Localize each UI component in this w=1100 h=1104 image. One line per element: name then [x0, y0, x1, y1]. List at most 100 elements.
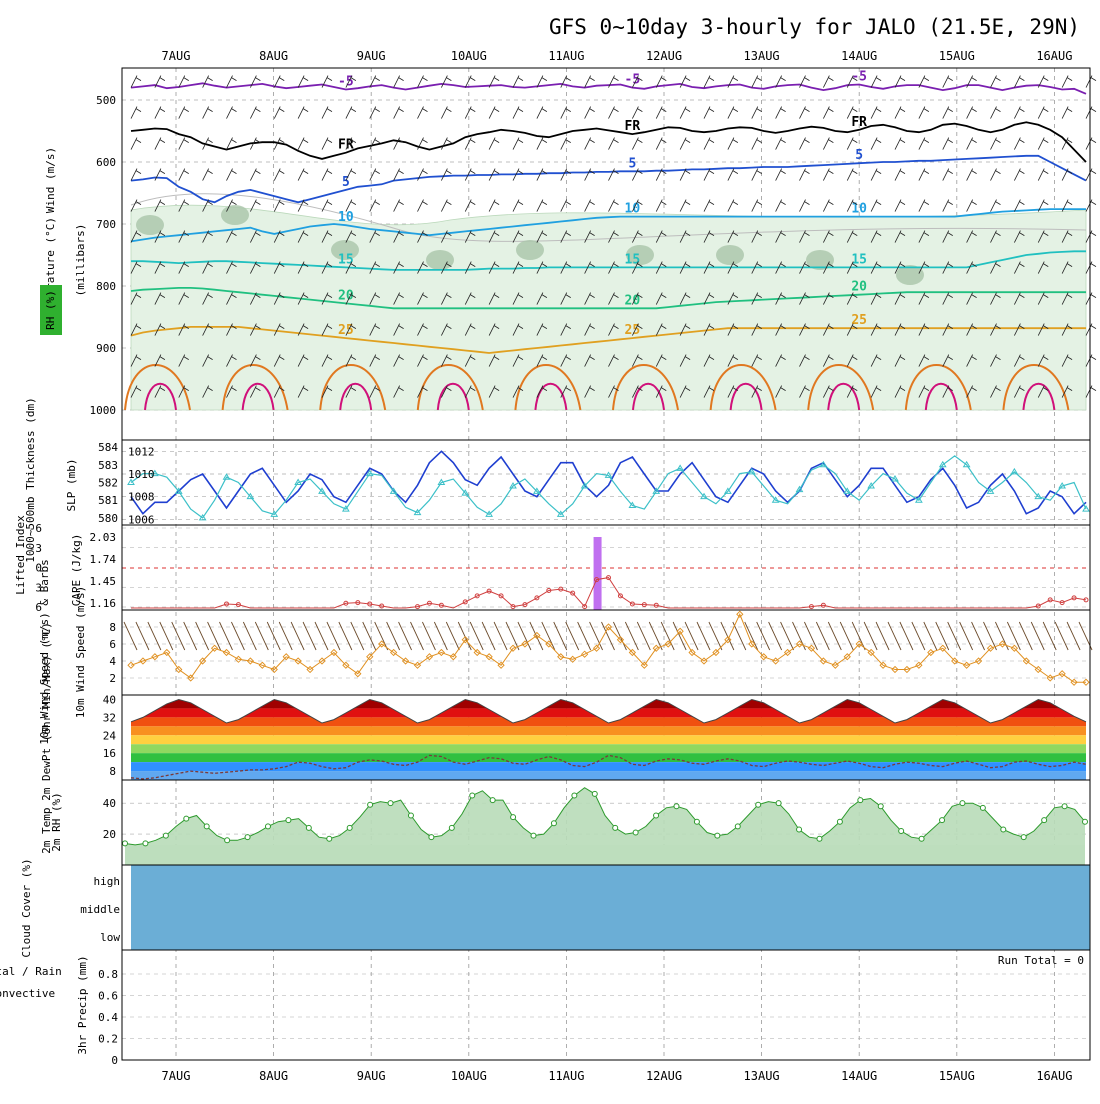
wind-barb	[823, 323, 834, 336]
wind-barb	[679, 199, 691, 212]
wind-barb	[1014, 75, 1025, 88]
li-point	[617, 593, 623, 599]
wind-barb	[918, 137, 930, 150]
wind-barb	[727, 354, 739, 367]
thickness-point	[700, 492, 708, 500]
isotherm-label: 5	[628, 156, 636, 171]
surface-wind-barb	[696, 621, 711, 651]
wind-barb	[751, 292, 762, 305]
rh-point	[898, 828, 905, 834]
wind-barb	[273, 292, 285, 305]
thickness-point	[986, 487, 995, 494]
wind-barb	[488, 168, 500, 181]
wind-barb	[273, 230, 285, 243]
thickness-point	[891, 474, 899, 482]
thickness-point	[580, 482, 589, 489]
li-line	[131, 577, 1087, 609]
wind-barb	[655, 323, 667, 336]
wind-speed-point	[604, 623, 613, 631]
thickness-point	[246, 492, 255, 500]
wind-barb	[751, 323, 762, 336]
isotherm-label: -5	[851, 70, 867, 85]
wind-barb	[608, 137, 619, 150]
wind-barb	[536, 385, 548, 398]
isotherm-surface	[514, 364, 582, 411]
rh-point	[755, 801, 762, 808]
isotherm-surface-hot	[436, 382, 470, 411]
wind-speed-point	[187, 674, 195, 682]
pressure-tick: 500	[96, 94, 116, 107]
wind-barb	[703, 261, 715, 274]
isotherm-surface	[612, 364, 679, 411]
surface-wind-barb	[1042, 621, 1057, 651]
surface-wind-barb	[350, 621, 365, 651]
wind-barb	[1085, 230, 1097, 243]
surface-wind-barb	[577, 621, 592, 651]
wind-barb	[608, 323, 619, 336]
rh-point	[796, 826, 803, 833]
wind-barb	[1014, 385, 1025, 398]
rh-point	[162, 832, 169, 839]
rh-high-spot	[331, 240, 359, 260]
date-label-top: 9AUG	[357, 49, 386, 63]
pressure-tick: 900	[96, 342, 116, 355]
wind-speed-point	[807, 644, 816, 652]
surface-wind-barb	[744, 621, 759, 651]
wind-speed-point	[712, 648, 720, 657]
wind-barb	[823, 168, 834, 181]
wind-speed-line	[130, 613, 1086, 683]
wind-barb	[870, 168, 882, 181]
wind-barb	[727, 230, 739, 243]
wind-barb	[273, 323, 285, 336]
thickness-ylabel: 1000~500mb Thickness (dm)	[24, 397, 37, 563]
wind-barb	[751, 137, 762, 150]
cloud-cover-fill	[131, 865, 1090, 950]
date-label-bottom: 16AUG	[1036, 1069, 1072, 1083]
wind-barb	[918, 292, 930, 305]
wind-barb	[632, 199, 643, 212]
date-label-top: 12AUG	[646, 49, 682, 63]
surface-wind-barb	[1018, 621, 1033, 651]
surface-wind-barb	[684, 621, 699, 651]
wind-barb	[393, 199, 404, 212]
slp-tick: 1006	[128, 513, 155, 526]
wind-barb	[942, 385, 953, 398]
date-label-top: 13AUG	[744, 49, 780, 63]
isotherm-label: 25	[338, 323, 354, 338]
wind-barb	[512, 75, 524, 88]
wind-barb	[154, 199, 166, 212]
wind-barb	[870, 106, 882, 119]
wind-barb	[250, 354, 261, 367]
wind-tick: 4	[109, 655, 116, 668]
wind-barb	[536, 137, 548, 150]
rh-point	[979, 804, 986, 811]
temp-tick: 32	[103, 711, 116, 724]
rh-point	[693, 818, 700, 825]
wind-speed-point	[294, 657, 302, 665]
ua-rh-ylabel: RH (%)	[44, 290, 57, 330]
surface-wind-barb	[601, 621, 615, 651]
wind-barb	[918, 230, 930, 243]
wind-speed-point	[282, 653, 290, 661]
wind-barb	[560, 137, 571, 150]
wind-barb	[536, 199, 548, 212]
wind-barb	[1014, 261, 1025, 274]
wind-barb	[273, 106, 285, 119]
wind-barb	[679, 230, 691, 243]
wind-barb	[154, 385, 166, 398]
wind-barb	[632, 354, 643, 367]
wind-barb	[966, 323, 977, 336]
wind-barb	[202, 323, 213, 336]
wind-barb	[870, 75, 882, 88]
wind-barb	[488, 323, 500, 336]
wind-barb	[393, 292, 404, 305]
wind-barb	[727, 323, 739, 336]
wind-speed-point	[676, 627, 684, 635]
surface-wind-barb	[433, 621, 448, 651]
thickness-point	[795, 485, 804, 493]
wind-barb	[536, 168, 548, 181]
rh-point	[714, 832, 721, 839]
wind-barb	[1037, 354, 1049, 367]
dewpt-line	[130, 754, 1087, 780]
wind-barb	[775, 230, 786, 243]
